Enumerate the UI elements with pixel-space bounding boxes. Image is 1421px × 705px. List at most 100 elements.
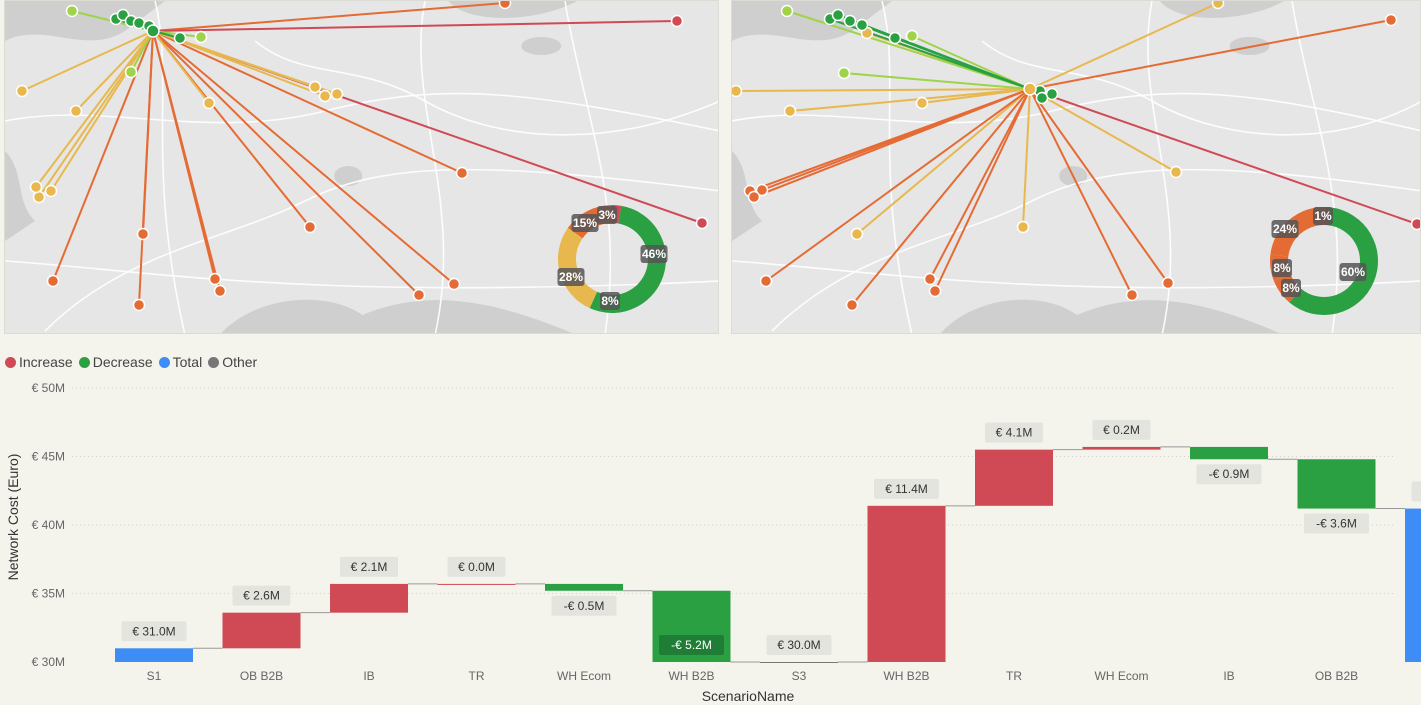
- donut-label-box: [1339, 263, 1367, 281]
- legend-label-decrease: Decrease: [92, 354, 153, 370]
- location-marker: [447, 277, 461, 291]
- waterfall-bar: [975, 449, 1053, 506]
- flow-line: [152, 30, 420, 296]
- road: [732, 92, 1420, 132]
- location-marker: [923, 272, 937, 286]
- donut-label-box: [640, 245, 668, 263]
- hub-marker: [146, 24, 160, 38]
- legend-item-decrease[interactable]: Decrease: [78, 354, 153, 370]
- waterfall-bar: [115, 648, 193, 662]
- y-tick-label: € 30M: [32, 655, 65, 669]
- data-label-box: [1411, 481, 1421, 502]
- x-tick-label: TR: [1006, 669, 1022, 683]
- flow-line: [50, 30, 154, 192]
- flow-line: [765, 88, 1031, 282]
- donut-label: 46%: [642, 247, 666, 261]
- flow-line: [142, 30, 154, 235]
- sea-area: [448, 1, 577, 18]
- location-marker: [670, 14, 684, 28]
- donut-label: 28%: [559, 270, 583, 284]
- map-right[interactable]: 60% 8% 8% 24% 1%: [731, 0, 1421, 334]
- y-tick-label: € 45M: [32, 450, 65, 464]
- flow-line: [934, 88, 1031, 292]
- lake: [521, 37, 562, 55]
- location-marker: [173, 31, 187, 45]
- chart-legend: Increase Decrease Total Other: [5, 352, 263, 372]
- donut-label-box: [600, 292, 620, 310]
- location-marker: [755, 183, 769, 197]
- flow-line: [152, 2, 506, 32]
- legend-label-total: Total: [172, 354, 203, 370]
- flow-line: [851, 88, 1031, 306]
- flow-line: [1029, 88, 1177, 173]
- data-label-box: [340, 556, 398, 577]
- location-marker: [308, 80, 322, 94]
- legend-item-total[interactable]: Total: [158, 354, 203, 370]
- flow-line: [735, 88, 1031, 92]
- location-marker: [905, 29, 919, 43]
- x-tick-label: WH Ecom: [557, 669, 611, 683]
- y-tick-label: € 50M: [32, 381, 65, 395]
- map-left[interactable]: 46% 8% 28% 15% 3%: [4, 0, 719, 334]
- legend-item-other[interactable]: Other: [208, 354, 257, 370]
- location-marker: [208, 272, 222, 286]
- data-label: -€ 0.5M: [564, 599, 605, 613]
- location-marker: [928, 284, 942, 298]
- location-marker: [1035, 91, 1049, 105]
- location-marker: [759, 274, 773, 288]
- flow-line: [21, 30, 154, 92]
- location-marker: [850, 227, 864, 241]
- y-tick-label: € 35M: [32, 587, 65, 601]
- donut-slice: [558, 227, 598, 309]
- road: [881, 1, 913, 333]
- donut-label: 8%: [1273, 261, 1291, 275]
- x-tick-label: TR: [469, 669, 485, 683]
- flow-line: [152, 30, 463, 174]
- location-marker: [202, 96, 216, 110]
- donut-label: 24%: [1273, 222, 1297, 236]
- legend-dot-decrease: [78, 356, 90, 368]
- x-tick-label: S1: [147, 669, 162, 683]
- legend-label-increase: Increase: [19, 354, 73, 370]
- location-marker: [783, 104, 797, 118]
- data-label-box: [121, 621, 187, 642]
- flow-line: [861, 24, 1031, 90]
- road: [564, 1, 612, 333]
- location-marker: [69, 104, 83, 118]
- donut-label-box: [1313, 207, 1333, 225]
- donut-label: 15%: [573, 216, 597, 230]
- map-left-canvas: 46% 8% 28% 15%3%: [5, 1, 718, 333]
- legend-dot-other: [208, 356, 220, 368]
- data-label: -€ 3.6M: [1316, 517, 1357, 531]
- road: [5, 92, 718, 132]
- flow-line: [1022, 88, 1031, 228]
- data-label-box: [659, 635, 724, 655]
- lake: [334, 166, 363, 186]
- x-axis-title: ScenarioName: [702, 688, 795, 704]
- lake: [1229, 37, 1270, 55]
- data-label: € 2.1M: [351, 560, 388, 574]
- waterfall-chart: € 30M € 35M € 40M € 45M € 50M Network Cost (E…: [5, 381, 1421, 704]
- data-label: € 2.6M: [243, 589, 280, 603]
- waterfall-bar: [222, 612, 301, 649]
- location-marker: [780, 4, 794, 18]
- y-tick-label: € 40M: [32, 518, 65, 532]
- waterfall-bar: [1405, 508, 1421, 662]
- x-tick-label: IB: [1223, 669, 1234, 683]
- flow-line: [789, 88, 1031, 112]
- legend-label-other: Other: [222, 354, 258, 370]
- legend-dot-increase: [5, 356, 16, 368]
- location-marker: [136, 227, 150, 241]
- location-marker: [1161, 276, 1175, 290]
- data-label-box: [551, 595, 617, 616]
- data-label: € 4.1M: [996, 426, 1033, 440]
- road: [420, 1, 445, 333]
- data-label: -€ 0.9M: [1209, 467, 1250, 481]
- flow-line: [152, 30, 216, 280]
- x-tick-label: OB B2B: [1315, 669, 1358, 683]
- legend-item-increase[interactable]: Increase: [5, 354, 73, 370]
- donut-label: 8%: [1282, 281, 1300, 295]
- flow-line: [843, 72, 1031, 90]
- donut-slice: [1289, 207, 1378, 315]
- location-marker: [888, 31, 902, 45]
